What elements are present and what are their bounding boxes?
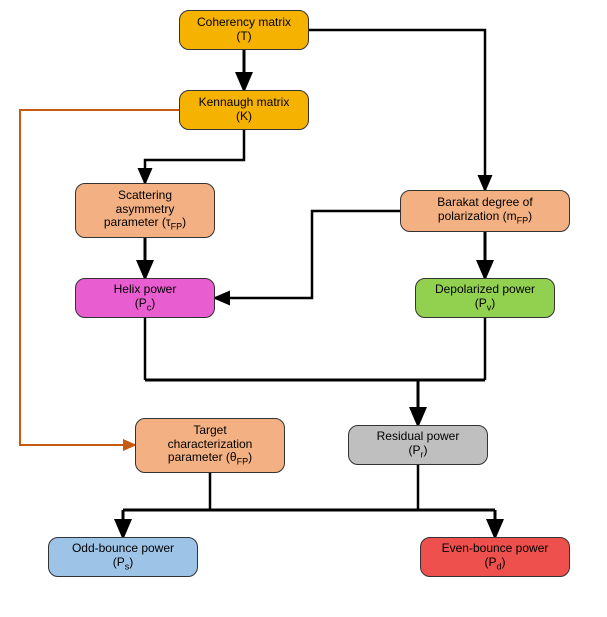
coherency-matrix-node: Coherency matrix (T) bbox=[179, 10, 309, 50]
node-line2: (K) bbox=[236, 110, 252, 124]
node-line2: polarization (mFP) bbox=[438, 210, 532, 226]
scattering-asymmetry-node: Scattering asymmetry parameter (τFP) bbox=[75, 183, 215, 238]
node-line2: (T) bbox=[236, 30, 251, 44]
node-line1: Even-bounce power bbox=[442, 542, 549, 556]
node-line2: (Pr) bbox=[409, 444, 428, 460]
node-line3: parameter (τFP) bbox=[104, 216, 186, 232]
node-line2: asymmetry bbox=[116, 203, 175, 217]
node-line2: (Pd) bbox=[484, 556, 505, 572]
residual-power-node: Residual power (Pr) bbox=[348, 425, 488, 465]
kennaugh-matrix-node: Kennaugh matrix (K) bbox=[179, 90, 309, 130]
odd-bounce-power-node: Odd-bounce power (Ps) bbox=[48, 537, 198, 577]
node-line3: parameter (θFP) bbox=[168, 451, 252, 467]
node-line1: Scattering bbox=[118, 189, 172, 203]
node-line1: Residual power bbox=[377, 430, 460, 444]
depolarized-power-node: Depolarized power (Pv) bbox=[415, 278, 555, 318]
node-line1: Barakat degree of bbox=[437, 196, 532, 210]
node-line2: (Pv) bbox=[475, 297, 496, 313]
node-line1: Target bbox=[193, 424, 226, 438]
barakat-degree-node: Barakat degree of polarization (mFP) bbox=[400, 190, 570, 232]
node-line1: Odd-bounce power bbox=[72, 542, 174, 556]
even-bounce-power-node: Even-bounce power (Pd) bbox=[420, 537, 570, 577]
target-characterization-node: Target characterization parameter (θFP) bbox=[135, 418, 285, 473]
node-line1: Coherency matrix bbox=[197, 16, 291, 30]
node-line2: (Ps) bbox=[113, 556, 134, 572]
node-line1: Helix power bbox=[114, 283, 177, 297]
helix-power-node: Helix power (Pc) bbox=[75, 278, 215, 318]
node-line1: Depolarized power bbox=[435, 283, 535, 297]
node-line1: Kennaugh matrix bbox=[199, 96, 290, 110]
node-line2: (Pc) bbox=[135, 297, 156, 313]
node-line2: characterization bbox=[168, 438, 253, 452]
